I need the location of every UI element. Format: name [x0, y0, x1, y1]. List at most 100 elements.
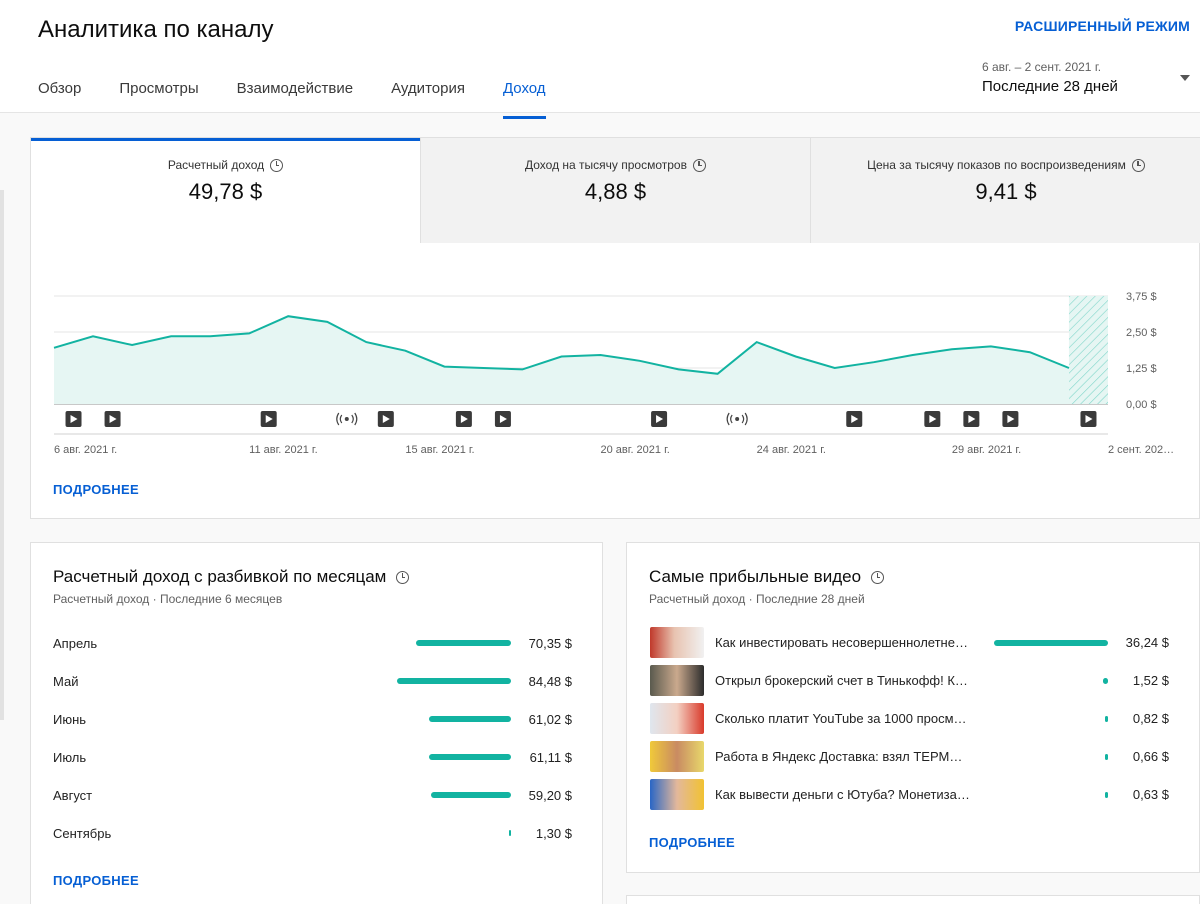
incomplete-data-region: [1068, 296, 1108, 404]
month-row: Апрель 70,35 $: [31, 634, 602, 654]
y-tick-label: 0,00 $: [1126, 399, 1157, 411]
date-range-period: Последние 28 дней: [982, 78, 1118, 95]
video-published-icon[interactable]: [651, 411, 668, 427]
left-scrollbar[interactable]: [0, 190, 4, 720]
video-published-icon[interactable]: [924, 411, 941, 427]
video-published-icon[interactable]: [65, 411, 82, 427]
clock-icon: [692, 158, 706, 172]
live-icon-wave: [354, 412, 358, 426]
play-icon: [929, 415, 937, 423]
revenue-more-link[interactable]: ПОДРОБНЕЕ: [53, 482, 139, 497]
video-title[interactable]: Как инвестировать несовершеннолетне…: [715, 635, 968, 650]
video-revenue-value: 1,52 $: [1132, 673, 1169, 688]
next-card: [626, 895, 1200, 904]
month-label: Июль: [53, 750, 87, 765]
month-label: Май: [53, 674, 79, 689]
tab-views[interactable]: Просмотры: [119, 80, 199, 97]
video-thumbnail[interactable]: [650, 703, 704, 734]
video-revenue-bar: [1105, 754, 1108, 760]
video-revenue-bar: [1103, 678, 1108, 684]
video-published-icon[interactable]: [104, 411, 121, 427]
video-published-icon[interactable]: [1080, 411, 1097, 427]
video-published-icon[interactable]: [494, 411, 511, 427]
video-revenue-bar: [1105, 792, 1108, 798]
metric-label: Расчетный доход: [167, 158, 265, 172]
live-icon-dot: [344, 417, 349, 421]
video-title[interactable]: Работа в Яндекс Доставка: взял ТЕРМОК…: [715, 749, 970, 764]
video-row[interactable]: Как вывести деньги с Ютуба? Монетизац… 0,…: [627, 779, 1199, 811]
video-thumbnail[interactable]: [650, 741, 704, 772]
live-stream-icon[interactable]: [336, 412, 358, 426]
play-icon: [382, 415, 390, 423]
revenue-line-chart[interactable]: 6 авг. 2021 г. 11 авг. 2021 г. 15 авг. 202…: [31, 138, 1199, 478]
live-icon-wave: [726, 412, 730, 426]
video-row[interactable]: Сколько платит YouTube за 1000 просмо… 0,…: [627, 703, 1199, 735]
video-title[interactable]: Как вывести деньги с Ютуба? Монетизац…: [715, 787, 970, 802]
month-bar: [416, 640, 511, 646]
dropdown-arrow-icon[interactable]: [1180, 75, 1190, 81]
metric-tab-rpm[interactable]: Доход на тысячу просмотров 4,88 $: [420, 138, 810, 243]
video-thumbnail[interactable]: [650, 665, 704, 696]
video-revenue-bar: [1105, 716, 1108, 722]
play-icon: [499, 415, 507, 423]
x-tick-label: 11 авг. 2021 г.: [249, 444, 317, 456]
metric-tab-estimated-revenue[interactable]: Расчетный доход 49,78 $: [31, 138, 420, 243]
video-published-icon[interactable]: [377, 411, 394, 427]
top-header: Аналитика по каналу РАСШИРЕННЫЙ РЕЖИМ Об…: [0, 0, 1200, 119]
card-subtitle: Расчетный доход · Последние 6 месяцев: [53, 592, 283, 606]
video-published-icon[interactable]: [260, 411, 277, 427]
video-thumbnail[interactable]: [650, 627, 704, 658]
video-published-icon[interactable]: [963, 411, 980, 427]
metric-tab-playback-cpm[interactable]: Цена за тысячу показов по воспроизведени…: [810, 138, 1200, 243]
monthly-more-link[interactable]: ПОДРОБНЕЕ: [53, 873, 139, 888]
tab-audience[interactable]: Аудитория: [391, 80, 465, 97]
play-icon: [265, 415, 273, 423]
tab-engagement[interactable]: Взаимодействие: [236, 80, 354, 97]
play-icon: [1007, 415, 1015, 423]
x-tick-label: 15 авг. 2021 г.: [405, 444, 474, 456]
play-icon: [1085, 415, 1093, 423]
video-published-icon[interactable]: [1002, 411, 1019, 427]
tab-revenue[interactable]: Доход: [502, 80, 546, 119]
metric-value: 9,41 $: [975, 179, 1037, 204]
video-revenue-value: 0,82 $: [1132, 711, 1169, 726]
video-revenue-value: 0,66 $: [1132, 749, 1169, 764]
month-value: 59,20 $: [528, 788, 572, 803]
month-row: Июнь 61,02 $: [31, 710, 602, 730]
video-published-icon[interactable]: [455, 411, 472, 427]
play-icon: [656, 415, 664, 423]
monthly-revenue-card: Расчетный доход с разбивкой по месяцам Р…: [30, 542, 603, 904]
x-tick-label: 29 авг. 2021 г.: [952, 444, 1021, 456]
x-tick-label: 20 авг. 2021 г.: [601, 444, 670, 456]
clock-icon: [396, 570, 410, 584]
y-tick-label: 3,75 $: [1126, 291, 1157, 303]
clock-icon: [270, 158, 284, 172]
month-label: Август: [53, 788, 93, 803]
video-row[interactable]: Открыл брокерский счет в Тинькофф! Ка… 1,…: [627, 665, 1199, 697]
top-videos-more-link[interactable]: ПОДРОБНЕЕ: [649, 835, 735, 850]
live-icon-wave: [336, 412, 340, 426]
video-title[interactable]: Сколько платит YouTube за 1000 просмо…: [715, 711, 970, 726]
month-bar: [397, 678, 511, 684]
tab-overview[interactable]: Обзор: [38, 80, 82, 97]
video-row[interactable]: Работа в Яндекс Доставка: взял ТЕРМОК… 0,…: [627, 741, 1199, 773]
live-icon-wave: [744, 412, 748, 426]
play-icon: [109, 415, 117, 423]
video-title[interactable]: Открыл брокерский счет в Тинькофф! Ка…: [715, 673, 970, 688]
video-row[interactable]: Как инвестировать несовершеннолетне… 36,2…: [627, 627, 1199, 659]
live-stream-icon[interactable]: [726, 412, 748, 426]
advanced-mode-button[interactable]: РАСШИРЕННЫЙ РЕЖИМ: [1014, 18, 1190, 34]
live-icon-wave: [741, 414, 745, 424]
month-bar: [431, 792, 511, 798]
y-tick-label: 1,25 $: [1126, 363, 1157, 375]
video-published-icon[interactable]: [846, 411, 863, 427]
month-value: 1,30 $: [535, 826, 572, 841]
metric-label: Доход на тысячу просмотров: [525, 158, 687, 172]
metric-label: Цена за тысячу показов по воспроизведени…: [867, 158, 1126, 172]
video-thumbnail[interactable]: [650, 779, 704, 810]
video-revenue-value: 0,63 $: [1132, 787, 1169, 802]
tab-bar: Обзор Просмотры Взаимодействие Аудитория…: [38, 80, 584, 119]
date-range-dates: 6 авг. – 2 сент. 2021 г.: [982, 60, 1102, 74]
date-range-selector[interactable]: 6 авг. – 2 сент. 2021 г. Последние 28 дн…: [982, 60, 1118, 95]
